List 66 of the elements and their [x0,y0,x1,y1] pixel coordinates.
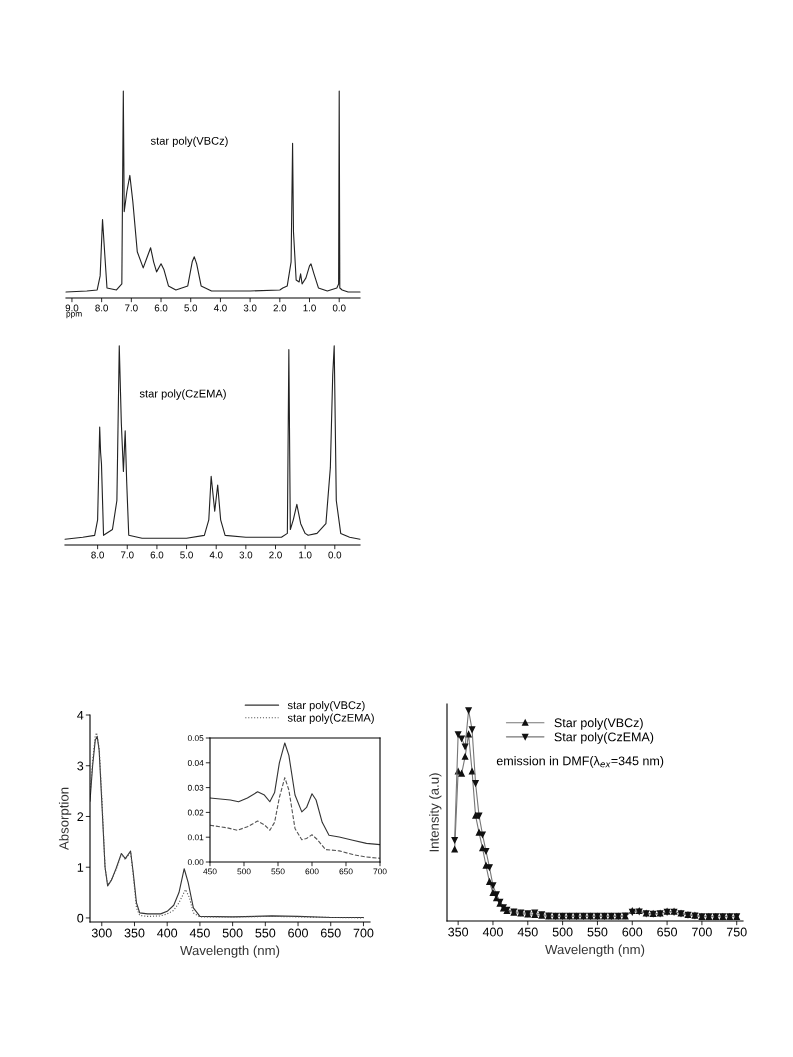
x-tick-label: 550 [255,928,276,938]
x-tick-label: 550 [587,927,608,937]
x-tick-label: 700 [373,868,387,875]
x-tick-label: 650 [339,868,353,875]
y-tick-label: 0.04 [187,760,204,766]
x-tick-label: 4.0 [209,551,223,559]
x-tick-label: 400 [157,928,178,938]
x-tick-label: 650 [657,927,678,937]
x-tick-label: 0.0 [328,551,342,559]
text: star poly(VBCz) [150,136,228,147]
x-tick-label: 600 [622,927,643,937]
x-tick-label: 450 [517,927,538,937]
y-tick-label: 2 [77,812,84,821]
x-tick-label: 8.0 [91,551,104,559]
x-tick-label: 2.0 [269,551,282,559]
x-tick-label: 6.0 [150,551,164,559]
y-tick-label: 0 [77,913,84,923]
x-tick-label: 3.0 [243,304,257,312]
x-tick-label: 1.0 [299,551,312,559]
x-tick-label: 650 [320,928,341,938]
x-tick-label: 7.0 [121,551,134,559]
x-tick-label: 350 [448,927,469,937]
x-tick-label: 350 [124,928,145,938]
x-tick-label: 4.0 [213,304,227,312]
x-tick-label: 450 [203,868,217,875]
x-tick-label: 750 [726,927,747,937]
legend-label: Star poly(CzEMA) [554,732,654,744]
x-tick-label: 600 [305,868,319,875]
y-tick-label: 0.01 [187,834,204,841]
legend-label: Star poly(VBCz) [554,718,643,730]
x-tick-label: 600 [288,928,308,938]
y-tick-label: 4 [77,710,84,720]
x-axis-title: Wavelength (nm) [180,945,280,958]
x-tick-label: 400 [482,927,503,937]
x-tick-label: 2.0 [273,304,287,312]
y-tick-label: 1 [77,863,84,872]
x-tick-label: 9.0 [65,304,79,312]
x-tick-label: 0.0 [332,304,346,312]
x-tick-label: 1.0 [303,304,316,312]
legend-label: star poly(CzEMA) [287,713,374,724]
x-tick-label: 7.0 [125,304,138,312]
x-axis-title: ppm [66,312,82,319]
x-tick-label: 500 [237,868,251,875]
y-tick-label: 3 [77,761,84,771]
x-tick-label: 550 [271,868,285,875]
x-tick-label: 6.0 [154,304,168,312]
x-tick-label: 5.0 [184,304,198,312]
annotation: emission in DMF(λ$_{ex}$=345 nm) [496,756,664,768]
x-tick-label: 700 [692,927,712,937]
text: star poly(CzEMA) [139,389,226,400]
y-axis-title: Absorption [58,787,72,851]
x-tick-label: 8.0 [95,304,109,312]
legend-label: star poly(VBCz) [287,700,365,712]
x-tick-label: 500 [552,927,573,937]
x-tick-label: 500 [222,928,243,938]
x-tick-label: 300 [91,928,112,938]
y-axis-title: Intensity (a.u) [429,773,442,852]
x-tick-label: 3.0 [239,551,253,559]
y-tick-label: 0.05 [187,735,204,742]
x-tick-label: 450 [189,928,210,938]
x-tick-label: 700 [353,928,374,938]
x-axis-title: Wavelength (nm) [545,944,645,957]
y-tick-label: 0.03 [187,784,204,791]
y-tick-label: 0.02 [187,809,204,816]
x-tick-label: 5.0 [180,551,193,559]
y-tick-label: 0.00 [187,859,204,866]
